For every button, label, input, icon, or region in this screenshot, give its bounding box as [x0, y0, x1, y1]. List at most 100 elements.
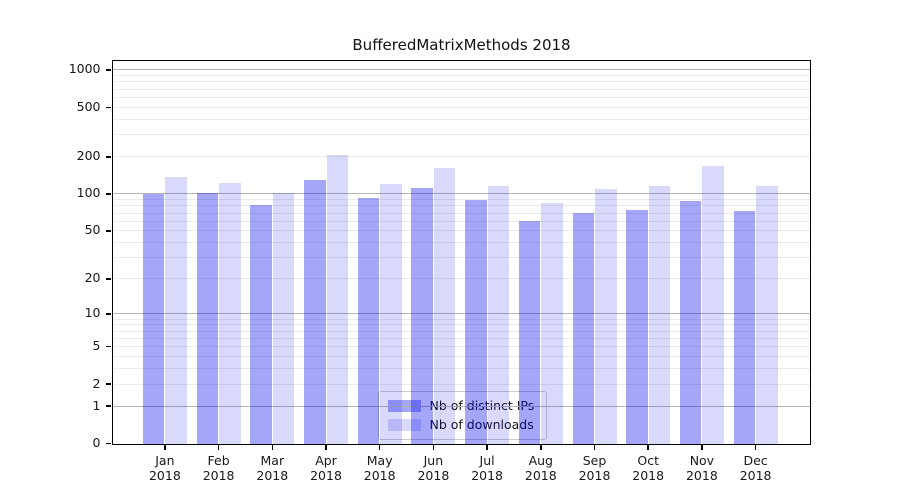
minor-gridline: [112, 278, 810, 280]
x-tick-year: 2018: [524, 467, 557, 483]
x-tick-label: Nov 2018: [672, 453, 732, 483]
minor-gridline: [112, 118, 810, 120]
bar-downloads: [326, 155, 348, 444]
x-tick-month: May: [366, 452, 393, 468]
plot-area: Nb of distinct IPs Nb of downloads 0 1 2 5 1…: [69, 59, 811, 483]
y-tick-label: 0: [92, 435, 101, 450]
y-tick-label: 1000: [68, 61, 101, 77]
y-tick-mark: [106, 405, 111, 407]
x-tick-mark: [271, 445, 274, 450]
y-tick-label: 2: [92, 375, 101, 391]
bar-downloads: [648, 185, 671, 444]
bar-distinct-ips: [411, 187, 433, 444]
x-tick-label: Jul 2018: [457, 453, 517, 483]
x-tick-mark: [754, 445, 757, 450]
bar-distinct-ips: [142, 193, 165, 444]
minor-gridline: [112, 242, 810, 244]
minor-gridline: [112, 355, 810, 357]
y-tick-label: 5: [92, 338, 101, 354]
x-tick-mark: [378, 445, 381, 450]
y-tick-label: 10: [84, 305, 101, 321]
x-tick-month: Feb: [207, 452, 230, 468]
bar-downloads: [702, 165, 724, 444]
y-tick-mark: [106, 383, 111, 385]
minor-gridline: [112, 156, 810, 158]
legend-label-distinct-ips: Nb of distinct IPs: [429, 397, 535, 413]
bar-downloads: [165, 176, 187, 444]
x-tick-label: May 2018: [350, 453, 410, 483]
legend: Nb of distinct IPs Nb of downloads: [377, 390, 548, 440]
minor-gridline: [112, 199, 810, 201]
x-tick-month: Dec: [743, 452, 768, 468]
bar-distinct-ips: [250, 204, 272, 444]
bar-downloads: [219, 182, 241, 444]
minor-gridline: [112, 134, 810, 136]
x-tick-year: 2018: [685, 467, 718, 483]
x-tick-month: Aug: [528, 452, 553, 468]
x-tick-mark: [647, 445, 649, 450]
x-tick-label: Mar 2018: [242, 453, 302, 483]
x-tick-month: Apr: [315, 452, 337, 468]
bar-downloads: [487, 186, 510, 444]
bar-distinct-ips: [304, 179, 326, 444]
bar-downloads: [595, 188, 617, 444]
x-tick-month: Mar: [260, 452, 285, 468]
y-tick-label: 20: [84, 270, 101, 286]
minor-gridline: [112, 212, 810, 214]
x-tick-mark: [325, 445, 327, 450]
y-tick-label: 50: [84, 222, 101, 238]
y-tick-mark: [106, 442, 111, 445]
y-tick-label: 1: [92, 397, 101, 413]
y-tick-mark: [106, 278, 111, 280]
x-tick-label: Dec 2018: [726, 453, 786, 483]
y-tick-mark: [106, 230, 111, 232]
minor-gridline: [112, 97, 810, 99]
y-tick-mark: [106, 313, 111, 315]
bar-distinct-ips: [572, 213, 594, 444]
bar-distinct-ips: [196, 192, 219, 444]
minor-gridline: [112, 324, 810, 326]
minor-gridline: [112, 318, 810, 320]
legend-item-distinct-ips: Nb of distinct IPs: [387, 397, 535, 413]
minor-gridline: [112, 88, 810, 90]
minor-gridline: [112, 75, 810, 77]
minor-gridline: [112, 346, 810, 348]
x-tick-label: Jan 2018: [135, 453, 195, 483]
bar-downloads: [433, 168, 456, 444]
major-gridline: [112, 193, 810, 195]
minor-gridline: [112, 230, 810, 232]
x-tick-year: 2018: [578, 467, 611, 483]
minor-gridline: [112, 81, 810, 83]
x-tick-mark: [486, 445, 488, 450]
x-tick-mark: [164, 445, 166, 450]
y-tick-mark: [106, 106, 111, 109]
x-tick-mark: [432, 445, 435, 450]
bar-distinct-ips: [357, 197, 380, 444]
x-tick-month: Jan: [155, 452, 175, 468]
x-tick-label: Sep 2018: [565, 453, 625, 483]
bar-downloads: [380, 184, 402, 444]
x-tick-year: 2018: [310, 467, 342, 483]
bar-distinct-ips: [465, 199, 487, 444]
bar-downloads: [272, 192, 295, 444]
x-tick-year: 2018: [202, 467, 235, 483]
bar-distinct-ips: [626, 210, 648, 444]
y-tick-mark: [106, 69, 111, 71]
x-tick-mark: [701, 445, 703, 450]
x-tick-mark: [540, 445, 542, 450]
bar-downloads: [541, 203, 563, 444]
x-tick-month: Jul: [479, 452, 495, 468]
major-gridline: [112, 405, 810, 407]
x-tick-label: Feb 2018: [189, 453, 249, 483]
x-tick-mark: [593, 445, 596, 450]
legend-swatch-distinct-ips: [387, 399, 421, 412]
y-tick-label: 200: [76, 148, 101, 164]
minor-gridline: [112, 257, 810, 259]
x-tick-month: Jun: [423, 452, 444, 468]
minor-gridline: [112, 337, 810, 339]
bar-distinct-ips: [518, 221, 541, 444]
minor-gridline: [112, 205, 810, 207]
x-tick-label: Jun 2018: [403, 453, 463, 483]
x-tick-month: Sep: [582, 452, 607, 468]
